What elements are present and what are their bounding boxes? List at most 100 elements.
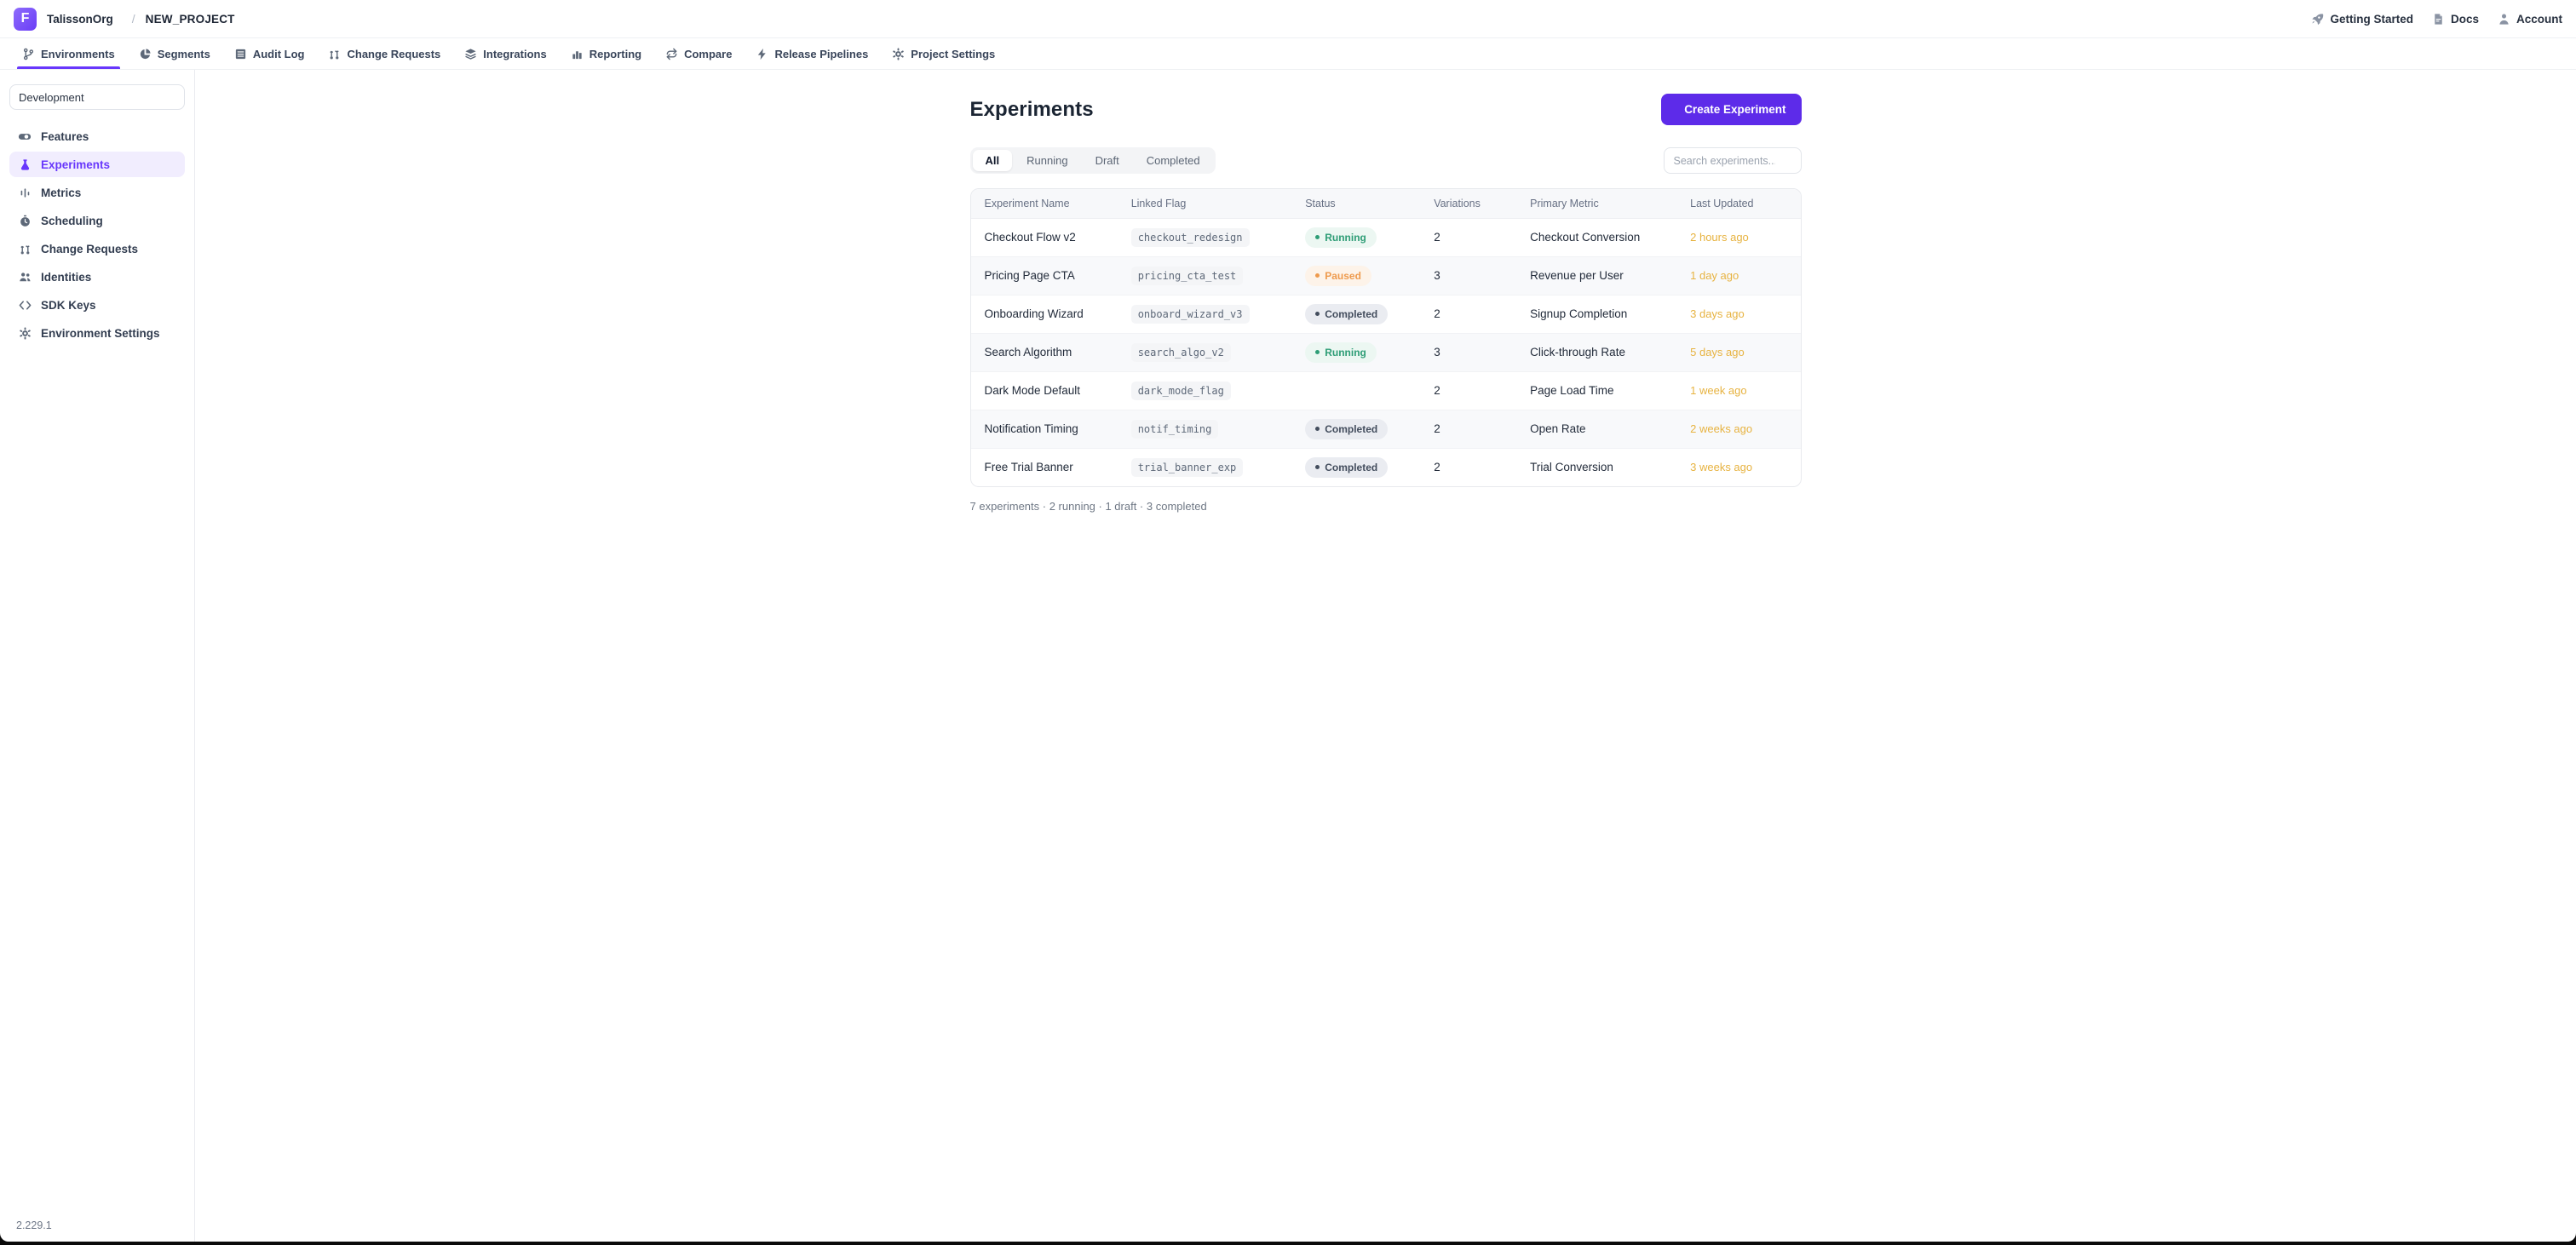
tab-environments[interactable]: Environments: [12, 38, 125, 69]
last-updated-cell: 1 day ago: [1683, 256, 1800, 295]
primary-metric-cell: Signup Completion: [1523, 295, 1683, 333]
status-cell: Completed: [1298, 448, 1427, 486]
tab-audit-log[interactable]: Audit Log: [224, 38, 315, 69]
status-cell: Paused: [1298, 256, 1427, 295]
status-cell: Running: [1298, 333, 1427, 371]
linked-flag-cell: search_algo_v2: [1124, 333, 1299, 371]
project-nav-tabs: EnvironmentsSegmentsAudit LogChange Requ…: [0, 38, 2576, 70]
layers-icon: [464, 48, 477, 60]
sidebar-item-metrics[interactable]: Metrics: [9, 180, 185, 205]
tab-reporting[interactable]: Reporting: [561, 38, 652, 69]
tab-compare[interactable]: Compare: [655, 38, 742, 69]
experiment-name-cell: Notification Timing: [971, 410, 1124, 448]
app-window: F TalissonOrg / NEW_PROJECT Getting Star…: [0, 0, 2576, 1242]
sidebar-item-scheduling[interactable]: Scheduling: [9, 208, 185, 233]
table-header-row: Experiment NameLinked FlagStatusVariatio…: [971, 189, 1801, 218]
flag-pill: checkout_redesign: [1131, 228, 1250, 247]
status-badge: Completed: [1305, 457, 1388, 478]
sidebar-item-features[interactable]: Features: [9, 123, 185, 149]
column-header-last-updated: Last Updated: [1683, 189, 1800, 218]
tab-change-requests[interactable]: Change Requests: [318, 38, 451, 69]
table-row[interactable]: Checkout Flow v2 checkout_redesign Running…: [971, 218, 1801, 256]
main-panel: Experiments Create Experiment AllRunning…: [195, 70, 2576, 1242]
flag-pill: dark_mode_flag: [1131, 382, 1231, 400]
tab-integrations[interactable]: Integrations: [454, 38, 556, 69]
linked-flag-cell: checkout_redesign: [1124, 218, 1299, 256]
version-number: 2.229.1: [16, 1219, 52, 1231]
bolt-icon: [756, 48, 768, 60]
variations-cell: 2: [1427, 448, 1523, 486]
results-summary: 7 experiments · 2 running · 1 draft · 3 …: [970, 500, 1802, 513]
primary-metric-cell: Trial Conversion: [1523, 448, 1683, 486]
metrics-icon: [18, 186, 32, 199]
filter-tab-running[interactable]: Running: [1014, 150, 1080, 171]
linked-flag-cell: notif_timing: [1124, 410, 1299, 448]
table-row[interactable]: Free Trial Bannertrial_banner_expComplet…: [971, 448, 1801, 486]
topbar-link-docs[interactable]: Docs: [2432, 13, 2479, 26]
people-icon: [18, 271, 32, 284]
toggle-icon: [18, 130, 32, 143]
status-cell: Completed: [1298, 295, 1427, 333]
variations-cell: 2: [1427, 371, 1523, 410]
variations-cell: 3: [1427, 256, 1523, 295]
create-experiment-button[interactable]: Create Experiment: [1661, 94, 1801, 125]
sidebar-item-experiments[interactable]: Experiments: [9, 152, 185, 177]
sidebar-item-sdk-keys[interactable]: SDK Keys: [9, 292, 185, 318]
flag-pill: notif_timing: [1131, 420, 1219, 439]
flag-pill: pricing_cta_test: [1131, 267, 1244, 285]
person-icon: [2498, 13, 2510, 26]
tab-project-settings[interactable]: Project Settings: [882, 38, 1005, 69]
table-row[interactable]: Pricing Page CTApricing_cta_testPaused3R…: [971, 256, 1801, 295]
flag-pill: trial_banner_exp: [1131, 458, 1244, 477]
doc-icon: [2432, 13, 2445, 26]
column-header-experiment-name: Experiment Name: [971, 189, 1124, 218]
column-header-primary-metric: Primary Metric: [1523, 189, 1683, 218]
primary-metric-cell: Revenue per User: [1523, 256, 1683, 295]
primary-metric-cell: Click-through Rate: [1523, 333, 1683, 371]
tab-release-pipelines[interactable]: Release Pipelines: [745, 38, 878, 69]
version-badge: 2.229.1: [9, 1219, 185, 1231]
breadcrumb-separator: /: [132, 12, 135, 26]
primary-metric-cell: Checkout Conversion: [1523, 218, 1683, 256]
project-name[interactable]: NEW_PROJECT: [146, 13, 235, 26]
primary-metric-cell: Open Rate: [1523, 410, 1683, 448]
code-icon: [18, 299, 32, 312]
topbar: F TalissonOrg / NEW_PROJECT Getting Star…: [0, 0, 2576, 38]
status-badge: Completed: [1305, 419, 1388, 439]
status-filter-tabs: AllRunningDraftCompleted: [970, 147, 1216, 174]
search-input[interactable]: [1664, 147, 1802, 174]
app-logo[interactable]: F: [14, 8, 37, 31]
status-cell: [1298, 371, 1427, 410]
column-header-status: Status: [1298, 189, 1427, 218]
org-name[interactable]: TalissonOrg: [47, 13, 113, 26]
table-row[interactable]: Notification Timing notif_timing Completed…: [971, 410, 1801, 448]
experiment-name-cell: Search Algorithm: [971, 333, 1124, 371]
sidebar-item-change-requests[interactable]: Change Requests: [9, 236, 185, 261]
experiment-name-cell: Checkout Flow v2: [971, 218, 1124, 256]
filter-tab-all[interactable]: All: [973, 150, 1013, 171]
table-row[interactable]: Onboarding Wizardonboard_wizard_v3Comple…: [971, 295, 1801, 333]
status-cell: Running: [1298, 218, 1427, 256]
experiments-table: Experiment NameLinked FlagStatusVariatio…: [971, 189, 1801, 486]
tab-segments[interactable]: Segments: [129, 38, 221, 69]
column-header-linked-flag: Linked Flag: [1124, 189, 1299, 218]
column-header-variations: Variations: [1427, 189, 1523, 218]
variations-cell: 3: [1427, 333, 1523, 371]
gear-icon: [892, 48, 905, 60]
status-badge: Running: [1305, 342, 1377, 363]
sidebar-item-identities[interactable]: Identities: [9, 264, 185, 290]
filter-tab-completed[interactable]: Completed: [1134, 150, 1213, 171]
environment-selector-value: Development: [19, 91, 84, 104]
sidebar-item-environment-settings[interactable]: Environment Settings: [9, 320, 185, 346]
environment-selector[interactable]: Development: [9, 84, 185, 110]
flask-icon: [18, 158, 32, 171]
last-updated-cell: 2 weeks ago: [1683, 410, 1800, 448]
table-row[interactable]: Search Algorithmsearch_algo_v2 Running 3Cl…: [971, 333, 1801, 371]
last-updated-cell: 1 week ago: [1683, 371, 1800, 410]
topbar-link-getting-started[interactable]: Getting Started: [2311, 13, 2413, 26]
table-row[interactable]: Dark Mode Defaultdark_mode_flag2Page Loa…: [971, 371, 1801, 410]
last-updated-cell: 5 days ago: [1683, 333, 1800, 371]
topbar-link-account[interactable]: Account: [2498, 13, 2562, 26]
filter-tab-draft[interactable]: Draft: [1083, 150, 1132, 171]
compare-icon: [665, 48, 678, 60]
